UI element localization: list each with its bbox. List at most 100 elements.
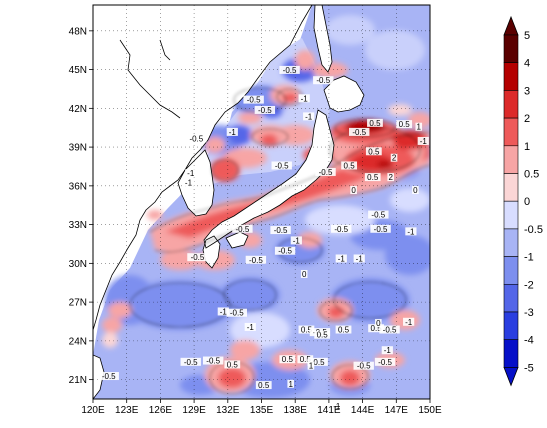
contour-label-bg <box>244 322 256 331</box>
lat-tick-label: 21N <box>69 375 87 386</box>
contour-label: -0.5 <box>102 372 116 381</box>
contour-label: -0.5 <box>247 96 261 105</box>
land-honshu <box>204 110 334 248</box>
colorbar-segment <box>503 228 519 257</box>
contour-label-bg <box>350 186 357 195</box>
contour-label-bg <box>415 122 423 131</box>
contour-label: 2 <box>392 154 397 163</box>
contour-label-bg <box>186 134 207 143</box>
contour-label: -0.5 <box>357 362 371 371</box>
contour-label: -0.5 <box>191 253 205 262</box>
land-hokkaido <box>324 76 364 112</box>
contour-label-bg <box>374 357 396 366</box>
lat-tick-label: 39N <box>69 143 87 154</box>
lon-tick-label: 141E <box>317 405 341 416</box>
colorbar-top-arrow <box>503 15 519 36</box>
contour-labels: -0.5-0.5-0.5-0.5-1-1-0.5-1 -0.50.5 0.5 1-10… <box>98 65 429 411</box>
contour-label: -1 <box>247 323 255 332</box>
contour-label-bg <box>287 379 295 388</box>
contour-label: -0.5 <box>374 225 388 234</box>
contour-label: 0 <box>302 270 307 279</box>
lat-tick-label: 48N <box>69 26 87 37</box>
contour-label: -0.5 <box>184 358 198 367</box>
contour-label-bg <box>349 127 370 136</box>
lon-tick-label: 129E <box>182 405 206 416</box>
colorbar-label: 0.5 <box>524 169 539 181</box>
lon-tick-label: 138E <box>284 405 308 416</box>
contour-label: -0.5 <box>258 106 272 115</box>
contour-label-bg <box>271 161 292 170</box>
contour-label-bg <box>417 136 429 145</box>
colorbar-label: 4 <box>524 58 530 70</box>
contour-label: -0.5 <box>352 128 366 137</box>
colorbar-label: -5 <box>524 362 534 374</box>
lat-tick-label: 27N <box>69 298 87 309</box>
lat-tick-label: 42N <box>69 104 87 115</box>
contour-label-bg <box>331 401 343 410</box>
contour-label: -0.5 <box>230 309 244 318</box>
contour-label: -1 <box>220 307 228 316</box>
contour-label: -1 <box>338 254 346 263</box>
contour-label-bg <box>405 227 417 236</box>
contour-label-bg <box>185 169 197 178</box>
colorbar-segment <box>503 34 519 64</box>
land-taiwan <box>93 355 104 399</box>
contour-label-bg <box>396 120 413 129</box>
contour-label: 2 <box>388 173 393 182</box>
contour-label-bg <box>279 355 296 364</box>
land <box>93 5 364 399</box>
colorbar-segment <box>503 256 519 285</box>
contour-label: -0.5 <box>319 168 333 177</box>
contour-label: -0.5 <box>334 225 348 234</box>
contour-label: 1 <box>288 380 293 389</box>
contour-label: -0.5 <box>206 357 220 366</box>
lon-tick-label: 132E <box>216 405 240 416</box>
contour-label-bg <box>315 167 336 176</box>
contour-label-bg <box>390 153 398 162</box>
contour-label: 0.5 <box>301 326 313 335</box>
contour-label: 0.5 <box>317 331 329 340</box>
contour-label: 0.5 <box>399 120 411 129</box>
contour-label: -0.5 <box>189 134 203 143</box>
contour-label: 0.5 <box>282 355 294 364</box>
contour-label-bg <box>279 65 300 74</box>
contour-label-bg <box>224 360 241 369</box>
lat-tick-label: 30N <box>69 259 87 270</box>
contour-label-bg <box>367 118 383 127</box>
contour-label: -1 <box>187 169 195 178</box>
contour-label-bg <box>202 356 224 365</box>
contour-label-bg <box>232 224 253 233</box>
contour-label: 0 <box>351 186 356 195</box>
contour-label: 0.5 <box>258 381 270 390</box>
contour-label-bg <box>307 361 315 370</box>
colorbar-label: -0.5 <box>524 224 543 236</box>
colorbar: 5 4 3 2 1 0.5 0 -0.5 -1 -2 -3 -4 -5 <box>503 15 543 387</box>
contour-label-bg <box>353 361 374 370</box>
contour-label: 0.5 <box>338 326 350 335</box>
contour-label-bg <box>226 308 247 317</box>
contour-label-bg <box>314 330 331 339</box>
colorbar-bottom-arrow <box>503 366 519 387</box>
contour-label: -1 <box>407 227 415 236</box>
contour-label-bg <box>226 127 238 136</box>
anomaly-field <box>93 5 430 399</box>
colorbar-segment <box>503 145 519 174</box>
contour-label: -0.5 <box>383 326 397 335</box>
colorbar-label: 2 <box>524 113 530 125</box>
lon-tick-label: 135E <box>250 405 274 416</box>
contour-label: -0.5 <box>311 358 325 367</box>
contour-label-bg <box>303 112 315 121</box>
colorbar-segment <box>503 62 519 91</box>
colorbar-label: -3 <box>524 307 534 319</box>
lon-tick-label: 126E <box>149 405 173 416</box>
contour-label: 0.5 <box>371 324 383 333</box>
contour-label-bg <box>98 372 119 381</box>
lon-tick-label: 147E <box>385 405 409 416</box>
contour-label: -1 <box>333 402 341 411</box>
colorbar-label: -1 <box>524 252 534 264</box>
lat-tick-label: 36N <box>69 181 87 192</box>
axis-ticks <box>89 30 431 403</box>
colorbar-segment <box>503 311 519 341</box>
